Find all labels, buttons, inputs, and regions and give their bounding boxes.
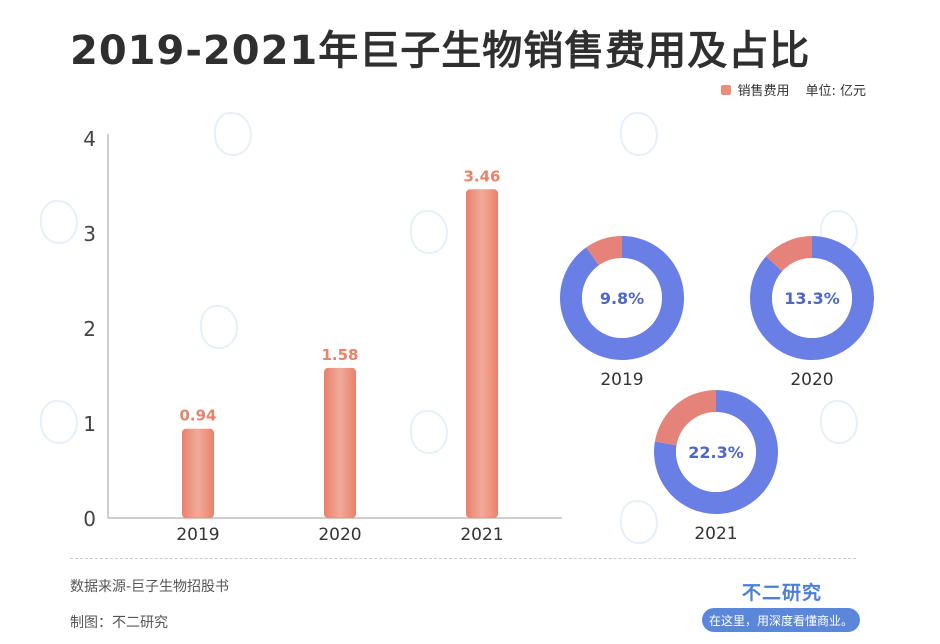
legend-swatch — [721, 84, 732, 95]
watermark-icon — [214, 112, 252, 156]
x-tick-label: 2021 — [460, 525, 503, 545]
watermark-icon — [620, 112, 658, 156]
donut-slice-share — [586, 236, 622, 266]
chart-canvas: 0 1 2 3 4 0.94 2019 1.58 2020 3.46 2021 9.8% 2019 13.… — [83, 127, 875, 545]
donut-slice-rest — [654, 390, 778, 515]
watermark-icon — [820, 400, 858, 444]
bar — [182, 428, 214, 518]
watermark-icon — [40, 200, 78, 244]
legend-label: 销售费用 — [737, 84, 790, 99]
donut-year-label: 2020 — [790, 370, 833, 390]
x-tick-label: 2019 — [176, 525, 219, 545]
watermark-icon — [200, 305, 238, 349]
y-tick-label: 0 — [83, 507, 96, 531]
brand-slogan: 在这里，用深度看懂商业。 — [702, 608, 860, 632]
legend: 销售费用 单位: 亿元 — [721, 80, 866, 99]
donut-year-label: 2019 — [600, 370, 643, 390]
data-label: 0.94 — [179, 407, 216, 425]
watermark-icon — [620, 500, 658, 544]
donut-slice-rest — [560, 236, 684, 360]
x-tick-label: 2020 — [318, 525, 361, 545]
donut-year-label: 2021 — [694, 524, 737, 544]
donut-hole — [582, 258, 662, 338]
donut-percent-label: 9.8% — [600, 289, 644, 308]
data-label: 3.46 — [463, 167, 500, 185]
chart-maker: 制图：不二研究 — [70, 615, 168, 631]
donut-hole — [772, 258, 852, 338]
donut-slice-share — [654, 390, 716, 446]
donut-percent-label: 22.3% — [688, 443, 744, 462]
y-tick-label: 2 — [83, 317, 96, 341]
donut-slice-share — [766, 236, 812, 272]
chart-title: 2019-2021年巨子生物销售费用及占比 — [70, 28, 811, 74]
footer-divider — [70, 558, 856, 559]
y-tick-label: 1 — [83, 412, 96, 436]
brand-logo-text: 不二研究 — [741, 582, 822, 604]
donut-percent-label: 13.3% — [784, 289, 840, 308]
donut-hole — [676, 412, 756, 492]
data-label: 1.58 — [321, 346, 358, 364]
watermark-icon — [410, 410, 448, 454]
donut-slice-rest — [750, 236, 875, 360]
unit-label: 单位: 亿元 — [805, 84, 866, 99]
watermark-icon — [40, 400, 78, 444]
y-tick-label: 3 — [83, 222, 96, 246]
bar — [466, 189, 498, 519]
data-source: 数据来源-巨子生物招股书 — [70, 579, 230, 595]
watermark-icon — [410, 210, 448, 254]
bar — [324, 367, 356, 518]
y-tick-label: 4 — [83, 127, 96, 151]
